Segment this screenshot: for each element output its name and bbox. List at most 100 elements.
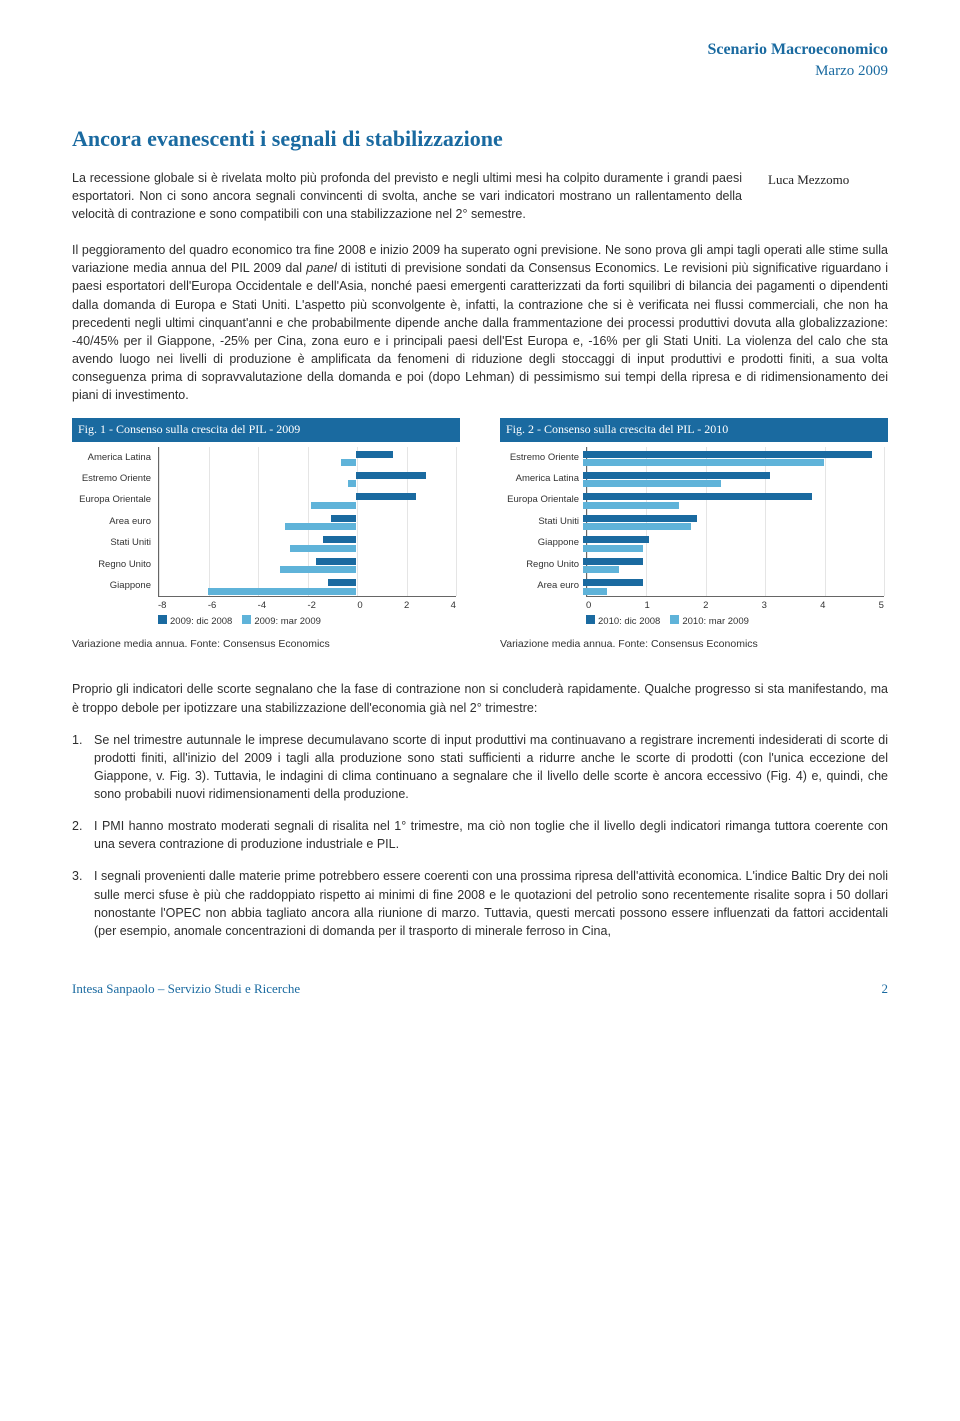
chart-2-axis: 012345 — [586, 597, 884, 613]
bar — [316, 558, 356, 565]
chart-1-legend: 2009: dic 2008 2009: mar 2009 — [158, 615, 460, 629]
legend-item: 2009: mar 2009 — [242, 615, 321, 629]
category-label: Regno Unito — [497, 558, 583, 572]
intro-row: La recessione globale si è rivelata molt… — [72, 169, 888, 223]
page-footer: Intesa Sanpaolo – Servizio Studi e Ricer… — [72, 980, 888, 999]
bar — [323, 536, 356, 543]
chart-category-row: Regno Unito — [497, 554, 884, 575]
axis-tick: 4 — [451, 599, 456, 613]
bar — [583, 480, 721, 487]
axis-tick: -4 — [258, 599, 266, 613]
chart-category-row: Regno Unito — [69, 554, 456, 575]
chart-1-plot: America LatinaEstremo OrienteEuropa Orie… — [158, 447, 456, 597]
body-paragraph-1: Il peggioramento del quadro economico tr… — [72, 241, 888, 404]
axis-tick: 0 — [586, 599, 591, 613]
category-label: Area euro — [69, 515, 155, 529]
bar — [583, 459, 824, 466]
bar — [311, 502, 356, 509]
chart-1: Fig. 1 - Consenso sulla crescita del PIL… — [72, 418, 460, 652]
page-title: Ancora evanescenti i segnali di stabiliz… — [72, 123, 888, 155]
chart-category-row: Giappone — [69, 575, 456, 596]
category-label: Europa Orientale — [497, 493, 583, 507]
category-label: America Latina — [497, 472, 583, 486]
chart-1-axis: -8 -6 -4 -2 0 2 4 — [158, 597, 456, 613]
bar — [583, 558, 643, 565]
category-label: Giappone — [69, 579, 155, 593]
bar — [583, 502, 679, 509]
axis-tick: 0 — [357, 599, 362, 613]
category-label: Area euro — [497, 579, 583, 593]
axis-tick: -2 — [307, 599, 315, 613]
list-item: I segnali provenienti dalle materie prim… — [94, 867, 888, 940]
chart-category-row: Estremo Oriente — [497, 447, 884, 468]
chart-category-row: America Latina — [69, 447, 456, 468]
legend-item: 2010: dic 2008 — [586, 615, 660, 629]
chart-1-source: Variazione media annua. Fonte: Consensus… — [72, 637, 460, 652]
category-label: Estremo Oriente — [69, 472, 155, 486]
axis-tick: 4 — [820, 599, 825, 613]
intro-text: La recessione globale si è rivelata molt… — [72, 169, 742, 223]
chart-category-row: Stati Uniti — [69, 532, 456, 553]
chart-category-row: Europa Orientale — [497, 490, 884, 511]
category-label: America Latina — [69, 451, 155, 465]
axis-tick: -8 — [158, 599, 166, 613]
axis-tick: -6 — [208, 599, 216, 613]
bar — [583, 493, 812, 500]
bar — [583, 566, 619, 573]
chart-category-row: Estremo Oriente — [69, 468, 456, 489]
body-paragraph-2: Proprio gli indicatori delle scorte segn… — [72, 680, 888, 716]
header-date: Marzo 2009 — [72, 61, 888, 83]
chart-category-row: Giappone — [497, 532, 884, 553]
legend-swatch — [586, 615, 595, 624]
para1-c: di istituti di previsione sondati da Con… — [72, 261, 888, 402]
bar — [583, 515, 697, 522]
category-label: Regno Unito — [69, 558, 155, 572]
chart-category-row: America Latina — [497, 468, 884, 489]
legend-label: 2009: mar 2009 — [254, 616, 321, 627]
category-label: Estremo Oriente — [497, 451, 583, 465]
legend-swatch — [670, 615, 679, 624]
bar — [583, 588, 607, 595]
legend-swatch — [158, 615, 167, 624]
bar — [356, 451, 394, 458]
list-item: I PMI hanno mostrato moderati segnali di… — [94, 817, 888, 853]
chart-category-row: Area euro — [497, 575, 884, 596]
numbered-list: Se nel trimestre autunnale le imprese de… — [72, 731, 888, 940]
para1-panel: panel — [306, 261, 337, 275]
footer-left: Intesa Sanpaolo – Servizio Studi e Ricer… — [72, 980, 300, 999]
legend-label: 2010: dic 2008 — [598, 616, 660, 627]
chart-2-legend: 2010: dic 2008 2010: mar 2009 — [586, 615, 888, 629]
bar — [356, 472, 426, 479]
chart-1-title: Fig. 1 - Consenso sulla crescita del PIL… — [72, 418, 460, 441]
chart-2-plot: Estremo OrienteAmerica LatinaEuropa Orie… — [586, 447, 884, 597]
bar — [583, 536, 649, 543]
bar — [331, 515, 356, 522]
legend-item: 2010: mar 2009 — [670, 615, 749, 629]
axis-tick: 2 — [703, 599, 708, 613]
bar — [583, 472, 770, 479]
chart-2-title: Fig. 2 - Consenso sulla crescita del PIL… — [500, 418, 888, 441]
axis-tick: 5 — [879, 599, 884, 613]
bar — [328, 579, 356, 586]
category-label: Europa Orientale — [69, 493, 155, 507]
chart-2: Fig. 2 - Consenso sulla crescita del PIL… — [500, 418, 888, 652]
bar — [285, 523, 355, 530]
category-label: Stati Uniti — [69, 536, 155, 550]
charts-row: Fig. 1 - Consenso sulla crescita del PIL… — [72, 418, 888, 652]
bar — [583, 451, 872, 458]
bar — [356, 493, 416, 500]
bar — [583, 579, 643, 586]
chart-2-source: Variazione media annua. Fonte: Consensus… — [500, 637, 888, 652]
bar — [208, 588, 356, 595]
footer-page-number: 2 — [882, 980, 889, 999]
bar — [280, 566, 355, 573]
header-title: Scenario Macroeconomico — [72, 38, 888, 61]
axis-tick: 2 — [404, 599, 409, 613]
bar — [341, 459, 356, 466]
legend-label: 2009: dic 2008 — [170, 616, 232, 627]
bar — [348, 480, 356, 487]
chart-category-row: Stati Uniti — [497, 511, 884, 532]
document-header: Scenario Macroeconomico Marzo 2009 — [72, 38, 888, 83]
bar — [583, 545, 643, 552]
legend-item: 2009: dic 2008 — [158, 615, 232, 629]
